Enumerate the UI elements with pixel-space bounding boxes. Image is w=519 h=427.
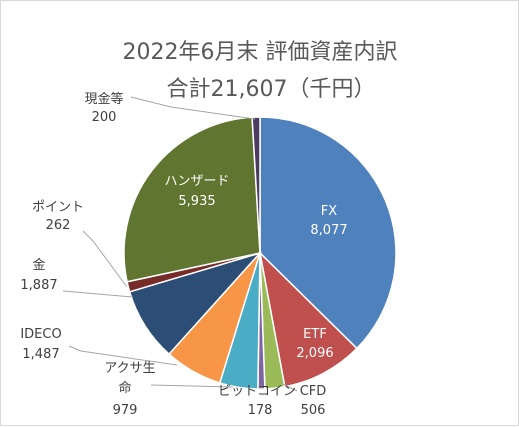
slice-label-etf-name: ETF [303, 327, 327, 342]
leader-aqusa [150, 384, 234, 388]
slice-label-cash-value: 200 [92, 110, 117, 125]
slice-label-etf-value: 2,096 [296, 346, 333, 361]
chart-title-line2: 合計21,607（千円） [167, 77, 376, 102]
chart-title-line1: 2022年6月末 評価資産内訳 [123, 40, 398, 65]
pie-slice-cash [251, 116, 261, 254]
leader-lines [62, 96, 298, 392]
slice-label-ideco-value: 1,487 [22, 347, 59, 362]
slice-label-hanzado-value: 5,935 [178, 194, 215, 209]
slice-label-aqusa-value: 979 [113, 403, 138, 418]
slice-label-bitcoin-name: ビットコイン [218, 384, 296, 399]
pie-slices [123, 116, 397, 390]
slice-label-aqusa-name-1: アクサ生 [104, 361, 155, 376]
slice-label-cfd-name: CFD [300, 384, 327, 399]
slice-label-fx-name: FX [321, 204, 337, 219]
leader-cash [130, 96, 256, 120]
pie-slice-fx [259, 116, 397, 350]
slice-label-aqusa-name-2: 命 [118, 380, 131, 396]
slice-label-cash-name: 現金等 [84, 91, 123, 107]
slice-label-gold-value: 1,887 [20, 278, 57, 293]
slice-label-hanzado-name: ハンザード [164, 174, 229, 189]
leader-gold [62, 290, 134, 298]
slice-label-ideco-name: IDECO [20, 327, 61, 342]
leader-ideco [68, 345, 178, 366]
slice-labels: FX 8,077 ETF 2,096 ハンザード 5,935 現金等 200 ポイント 262 金 1… [20, 91, 347, 418]
slice-label-fx-value: 8,077 [310, 223, 347, 238]
pie-slice-hanzado [123, 116, 261, 283]
slice-label-bitcoin-value: 178 [248, 403, 273, 418]
leader-cfd [280, 382, 298, 392]
slice-label-points-name: ポイント [32, 200, 84, 215]
slice-label-points-value: 262 [46, 218, 71, 233]
leader-points [82, 230, 128, 288]
slice-label-cfd-value: 506 [301, 403, 326, 418]
pie-slice-etf [258, 250, 358, 388]
slice-label-gold-name: 金 [32, 257, 45, 273]
